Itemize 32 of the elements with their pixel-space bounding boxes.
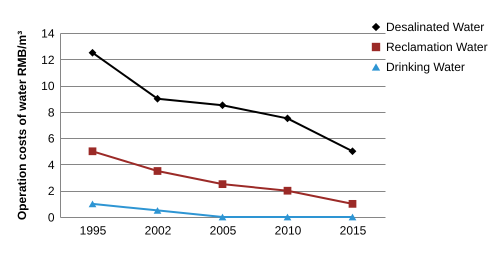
- x-tick-label: 1995: [80, 224, 107, 238]
- y-tick-label: 0: [48, 210, 55, 224]
- y-tick-label: 14: [41, 26, 55, 40]
- point: [154, 207, 162, 214]
- x-tick-label: 2005: [210, 224, 237, 238]
- legend-label: Reclamation Water: [386, 40, 488, 54]
- legend-label: Drinking Water: [386, 60, 465, 74]
- y-tick-label: 12: [41, 52, 55, 67]
- x-tick-label: 2002: [144, 224, 172, 238]
- y-tick-label: 2: [48, 184, 55, 198]
- point: [154, 94, 162, 103]
- x-tick-label: 2010: [274, 224, 302, 238]
- point: [218, 101, 226, 110]
- y-tick-label: 4: [48, 158, 55, 172]
- point: [284, 114, 292, 122]
- legend-label: Desalinated Water: [386, 20, 484, 34]
- point: [284, 214, 292, 220]
- point: [218, 214, 226, 220]
- y-tick-label: 8: [48, 105, 55, 120]
- y-tick-label: 10: [41, 79, 55, 94]
- point: [88, 48, 96, 57]
- point: [348, 214, 356, 220]
- point: [348, 147, 356, 156]
- point: [88, 147, 96, 156]
- point: [348, 200, 356, 208]
- y-axis-title: Operation costs of water RMB/m³: [15, 30, 30, 220]
- point: [284, 186, 292, 195]
- y-tick-label: 6: [48, 132, 55, 146]
- x-tick-label: 2015: [340, 224, 367, 238]
- point: [88, 200, 96, 208]
- point: [218, 180, 226, 188]
- point: [154, 167, 162, 175]
